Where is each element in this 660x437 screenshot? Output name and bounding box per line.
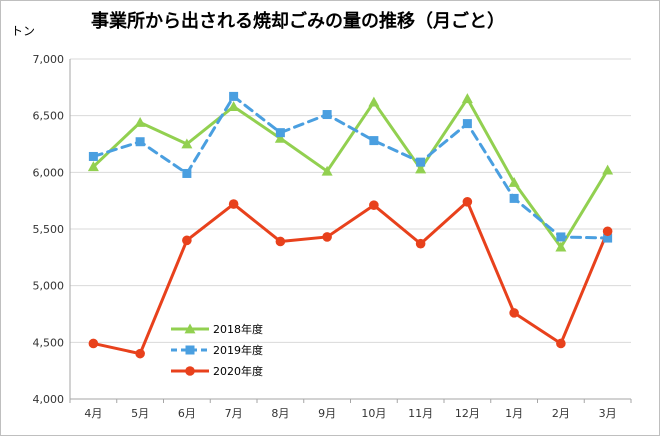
x-tick-label: 7月 [225,407,243,420]
tick-labels: 4,000 4,500 5,000 5,500 6,000 6,500 7,000 4月 5月 6… [33,53,617,420]
x-tick-label: 10月 [361,407,386,420]
data-point-series-3 [462,197,473,207]
x-tick-label: 8月 [271,407,289,420]
data-point-series-2 [322,110,332,120]
data-point-series-3 [182,235,192,246]
y-tick-label: 5,000 [33,280,65,293]
data-point-series-1 [134,116,146,127]
legend: 2018年度 2019年度 2020年度 [171,322,263,378]
data-point-series-1 [461,93,473,104]
data-point-series-1 [602,164,614,175]
data-point-series-2 [229,91,239,101]
data-point-series-3 [602,226,613,237]
y-tick-label: 6,500 [33,110,65,123]
x-tick-label: 3月 [599,407,617,420]
legend-swatch-marker [185,366,195,376]
x-tick-label: 9月 [318,407,336,420]
legend-label: 2018年度 [213,322,263,336]
y-axis-unit-label: トン [11,24,35,38]
x-tick-label: 11月 [408,407,433,420]
y-tick-label: 7,000 [33,53,65,66]
data-point-series-3 [228,199,239,209]
data-point-series-2 [135,137,145,147]
data-point-series-1 [368,96,380,107]
data-point-series-1 [181,138,193,149]
y-tick-label: 4,500 [33,336,65,349]
data-point-series-2 [275,128,285,138]
data-point-series-2 [509,193,519,203]
series-line-3 [91,200,610,356]
data-point-series-3 [322,232,332,242]
x-tick-label: 12月 [455,407,480,420]
legend-label: 2020年度 [213,364,263,378]
data-point-series-3 [88,338,99,349]
data-point-series-1 [228,101,240,111]
data-point-series-3 [275,236,286,247]
data-point-series-3 [369,200,379,210]
data-point-series-2 [88,151,98,161]
axes [69,59,632,403]
series-lines [91,94,610,356]
data-point-series-1 [415,163,427,174]
data-point-series-2 [369,136,379,146]
y-tick-label: 4,000 [33,393,65,406]
x-tick-label: 2月 [552,407,570,420]
data-point-series-2 [556,232,566,242]
legend-swatch-marker [185,345,195,355]
chart-title: 事業所から出される焼却ごみの量の推移（月ごと） [91,10,505,32]
data-point-series-2 [462,119,472,129]
data-point-series-2 [182,168,192,178]
data-point-series-3 [415,238,426,249]
x-tick-label: 5月 [131,407,149,420]
data-point-series-1 [274,132,286,143]
x-tick-label: 6月 [178,407,196,420]
gridlines [70,58,631,343]
data-point-series-3 [509,308,519,318]
data-point-series-1 [87,161,99,172]
series-line-1 [91,97,610,249]
data-point-series-2 [416,157,426,167]
data-point-series-2 [603,233,613,243]
data-point-series-3 [556,338,566,349]
x-tick-label: 4月 [84,407,102,420]
data-point-series-1 [508,177,520,187]
data-point-series-1 [321,165,333,176]
data-point-series-1 [555,241,567,252]
legend-swatch-marker [184,323,196,334]
series-line-2 [91,94,610,240]
y-tick-label: 6,000 [33,166,65,179]
y-tick-label: 5,500 [33,223,65,236]
x-tick-label: 1月 [505,407,523,420]
data-point-series-3 [135,348,145,359]
legend-label: 2019年度 [213,343,263,357]
series-markers [87,91,614,359]
